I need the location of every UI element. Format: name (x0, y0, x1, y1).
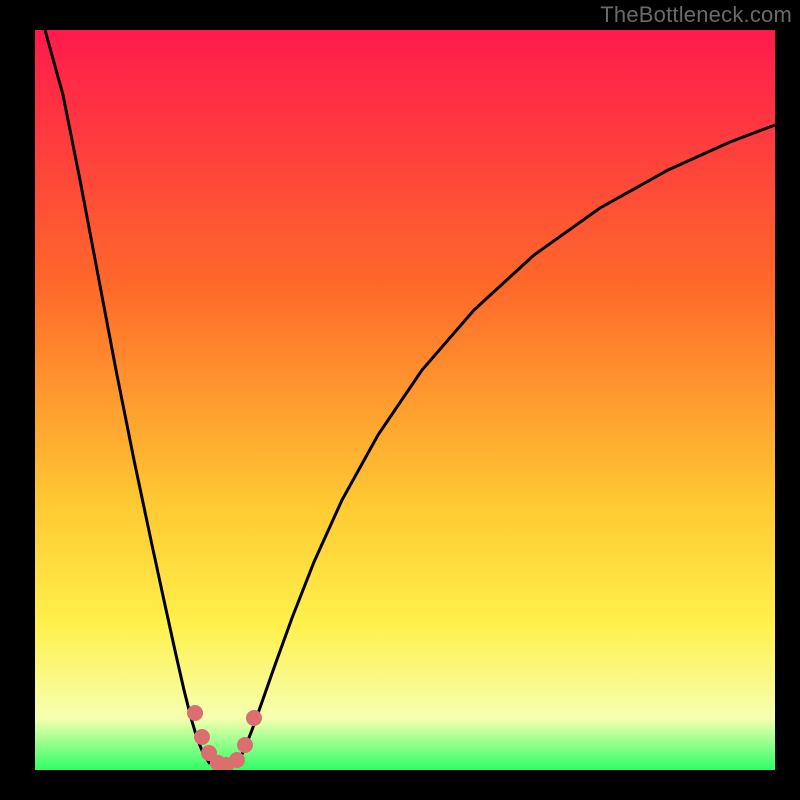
marker-dot (237, 737, 253, 753)
marker-dot (187, 705, 203, 721)
curve-layer (35, 30, 775, 770)
right-curve (237, 125, 775, 764)
watermark-text: TheBottleneck.com (600, 2, 792, 28)
plot-area (35, 30, 775, 770)
figure-frame: TheBottleneck.com (0, 0, 800, 800)
left-curve (45, 30, 210, 764)
marker-group (187, 705, 262, 770)
marker-dot (246, 710, 262, 726)
marker-dot (194, 729, 210, 745)
marker-dot (229, 752, 245, 768)
